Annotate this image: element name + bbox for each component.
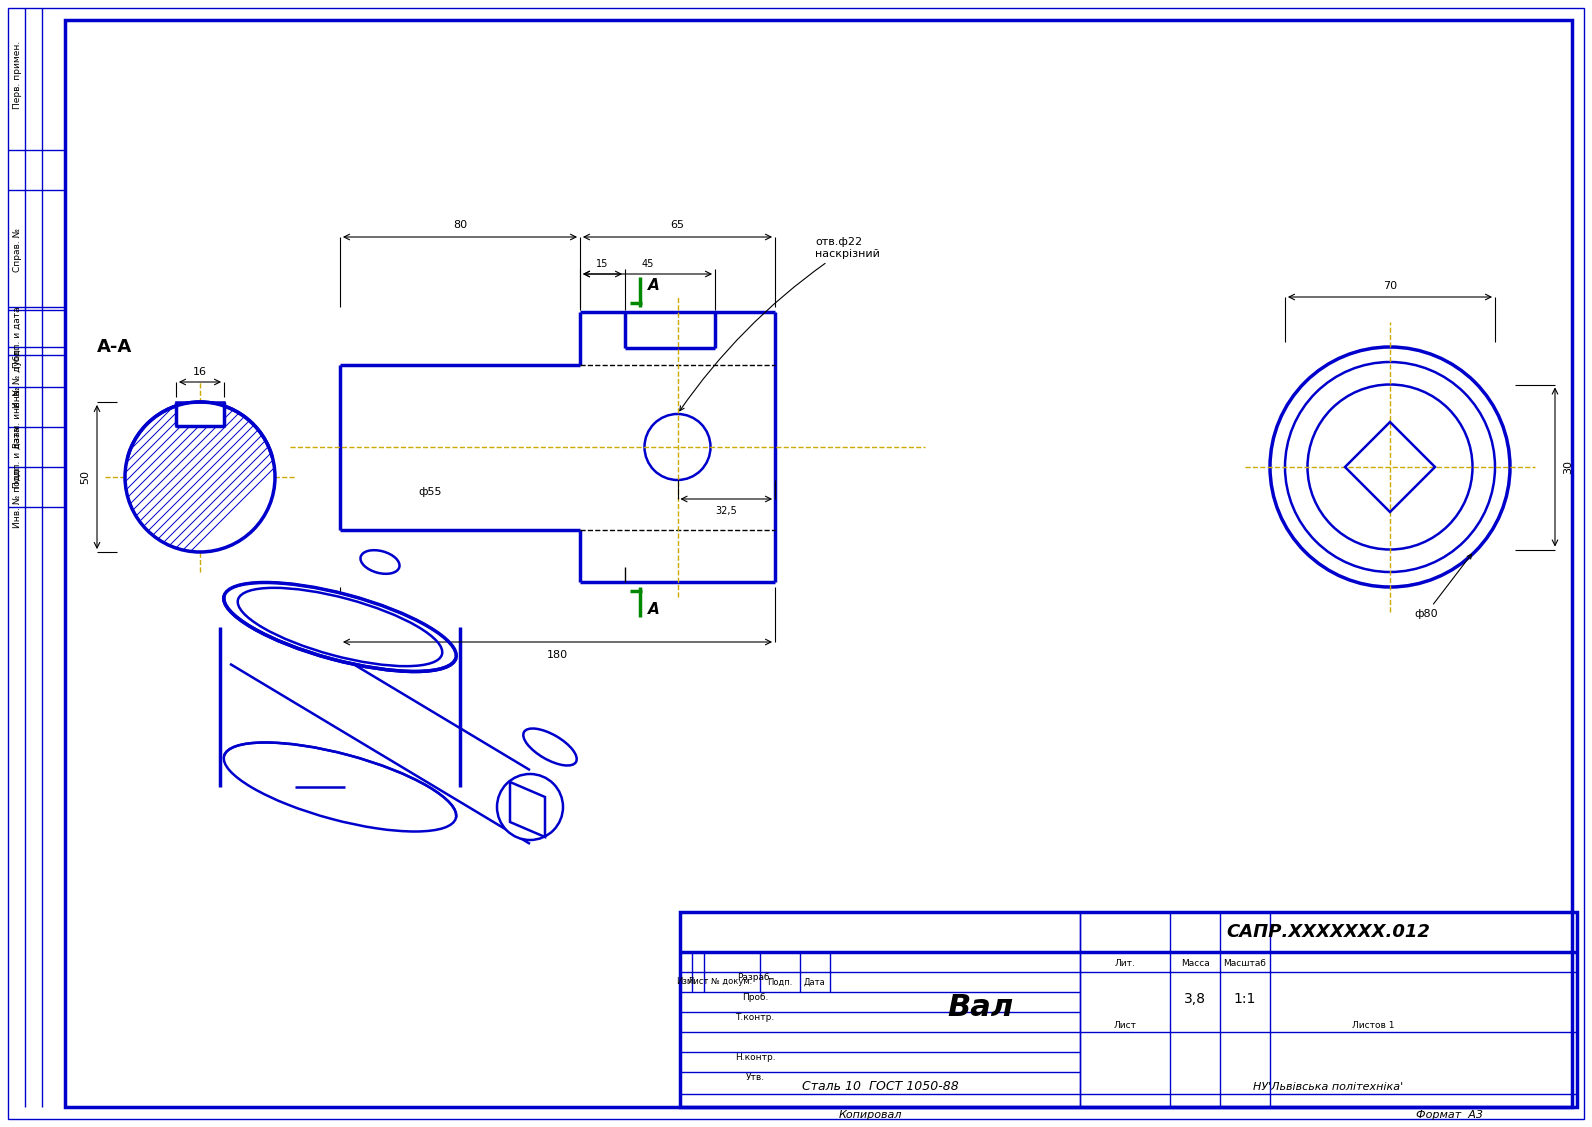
Text: 30: 30: [1563, 460, 1573, 474]
Text: отв.ф22
наскрізний: отв.ф22 наскрізний: [680, 238, 880, 410]
Text: Подп. и дата: Подп. и дата: [13, 426, 22, 488]
Text: Справ. №: Справ. №: [13, 228, 22, 272]
Text: Т.контр.: Т.контр.: [736, 1012, 775, 1021]
Text: Разраб.: Разраб.: [737, 973, 772, 982]
Text: № докум.: № докум.: [712, 977, 753, 986]
Text: Н.контр.: Н.контр.: [734, 1053, 775, 1062]
Ellipse shape: [224, 583, 457, 672]
Text: 70: 70: [1383, 281, 1398, 291]
Text: Взам. инв. №: Взам. инв. №: [13, 387, 22, 447]
Text: Формат  А3: Формат А3: [1417, 1110, 1484, 1120]
Text: 180: 180: [548, 650, 568, 660]
Text: Лист: Лист: [688, 977, 708, 986]
Text: САПР.XXXXXXX.012: САПР.XXXXXXX.012: [1226, 923, 1431, 941]
Text: А: А: [648, 602, 659, 616]
Text: Лист: Лист: [1113, 1021, 1137, 1029]
Ellipse shape: [360, 550, 400, 574]
Text: А-А: А-А: [97, 338, 132, 356]
PathPatch shape: [126, 402, 275, 552]
Text: Инв. № дубл.: Инв. № дубл.: [13, 346, 22, 408]
Bar: [177, 402, 224, 426]
Ellipse shape: [497, 774, 564, 840]
Text: 3,8: 3,8: [1184, 992, 1207, 1006]
Text: 15: 15: [597, 259, 608, 269]
Text: Инв. № подл.: Инв. № подл.: [13, 465, 22, 529]
Text: 1:1: 1:1: [1234, 992, 1256, 1006]
Text: Копировал: Копировал: [839, 1110, 901, 1120]
Circle shape: [126, 402, 275, 552]
Text: ф80: ф80: [1414, 554, 1471, 619]
Text: 16: 16: [193, 367, 207, 378]
Text: 45: 45: [642, 259, 654, 269]
Text: Сталь 10  ГОСТ 1050-88: Сталь 10 ГОСТ 1050-88: [802, 1081, 958, 1093]
Text: Лит.: Лит.: [1114, 959, 1135, 968]
Text: Изм.: Изм.: [677, 977, 696, 986]
Text: 32,5: 32,5: [715, 506, 737, 516]
Text: Утв.: Утв.: [745, 1073, 764, 1082]
Text: Листов 1: Листов 1: [1352, 1021, 1395, 1029]
Text: А: А: [648, 277, 659, 293]
Text: 50: 50: [80, 470, 91, 483]
Text: Проб.: Проб.: [742, 993, 769, 1002]
Ellipse shape: [524, 728, 576, 765]
Text: ф55: ф55: [419, 487, 441, 497]
Text: Вал: Вал: [947, 993, 1013, 1021]
Text: Перв. примен.: Перв. примен.: [13, 41, 22, 109]
Text: Подп.: Подп.: [767, 977, 793, 986]
Text: Масса: Масса: [1181, 959, 1210, 968]
Bar: [680, 912, 1578, 1107]
Text: Дата: Дата: [804, 977, 826, 986]
Text: Масштаб: Масштаб: [1224, 959, 1267, 968]
Text: НУ'Львівська політехніка': НУ'Львівська політехніка': [1253, 1082, 1404, 1092]
Polygon shape: [509, 782, 544, 837]
Text: 80: 80: [454, 220, 466, 230]
Text: Подп. и дата: Подп. и дата: [13, 307, 22, 367]
Text: 65: 65: [670, 220, 685, 230]
